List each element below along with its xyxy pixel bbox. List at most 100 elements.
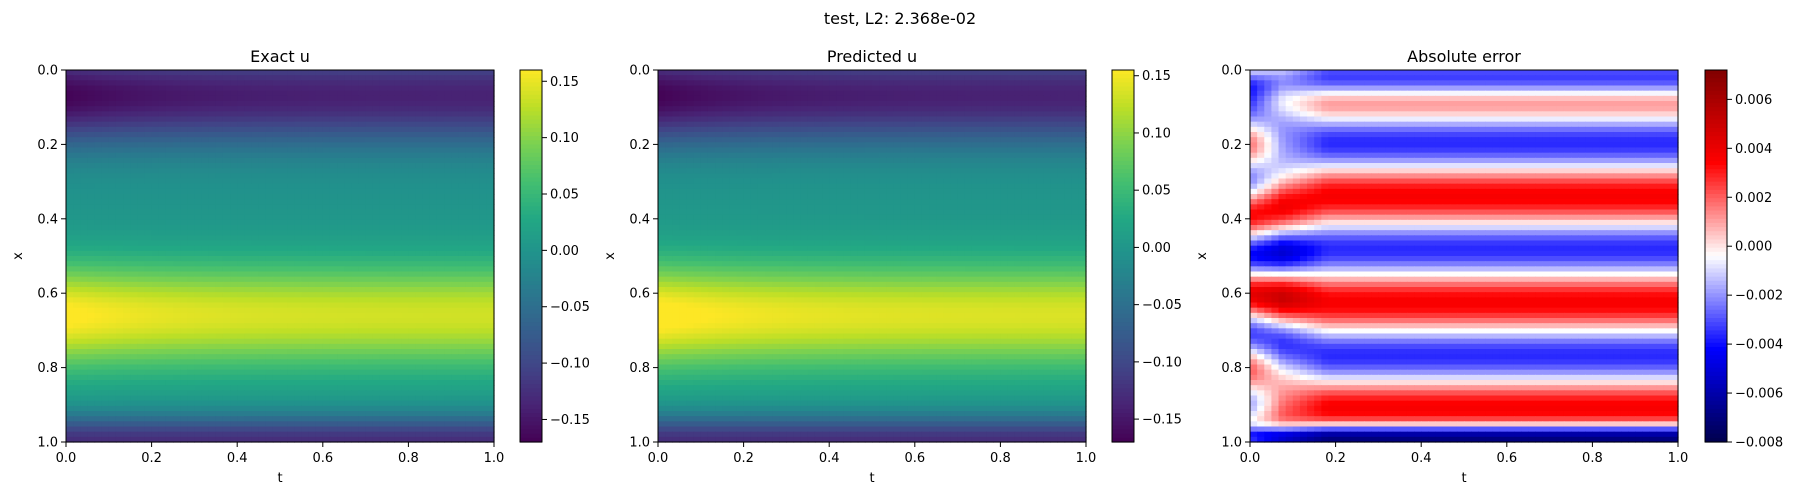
heatmap-cell: [472, 225, 481, 231]
heatmap-cell: [365, 121, 374, 128]
heatmap-cell: [722, 95, 730, 102]
heatmap-cell: [144, 380, 153, 386]
heatmap-cell: [451, 359, 459, 366]
heatmap-cell: [394, 209, 402, 216]
heatmap-cell: [173, 323, 181, 329]
heatmap-cell: [387, 436, 395, 443]
heatmap-cell: [130, 343, 138, 350]
heatmap-cell: [315, 281, 324, 288]
heatmap-cell: [486, 132, 495, 138]
heatmap-cell: [180, 157, 188, 164]
heatmap-cell: [258, 219, 267, 226]
heatmap-cell: [1000, 106, 1009, 112]
heatmap-cell: [429, 85, 438, 92]
heatmap-cell: [272, 323, 281, 329]
heatmap-cell: [315, 369, 324, 376]
heatmap-cell: [308, 405, 317, 412]
colorbar-segment: [520, 280, 542, 286]
heatmap-cell: [208, 106, 217, 112]
heatmap-cell: [101, 111, 110, 118]
heatmap-cell: [187, 157, 195, 164]
heatmap-cell: [94, 400, 103, 407]
heatmap-cell: [280, 163, 288, 169]
heatmap-cell: [151, 219, 160, 226]
heatmap-cell: [165, 245, 174, 252]
heatmap-cell: [265, 204, 274, 211]
heatmap-cell: [921, 101, 930, 107]
heatmap-cell: [672, 106, 680, 112]
heatmap-cell: [436, 312, 445, 319]
heatmap-cell: [80, 421, 88, 428]
heatmap-cell: [87, 214, 96, 221]
heatmap-cell: [429, 214, 438, 221]
heatmap-cell: [144, 436, 153, 443]
heatmap-cell: [201, 132, 210, 138]
heatmap-cell: [187, 302, 195, 309]
heatmap-cell: [472, 405, 481, 412]
heatmap-cell: [180, 95, 188, 102]
heatmap-cell: [436, 364, 445, 371]
heatmap-cell: [208, 209, 217, 216]
heatmap-cell: [222, 380, 231, 386]
heatmap-cell: [486, 219, 495, 226]
heatmap-cell: [843, 80, 852, 87]
heatmap-cell: [201, 168, 210, 174]
heatmap-cell: [265, 297, 274, 304]
heatmap-cell: [244, 173, 253, 180]
heatmap-cell: [408, 85, 417, 92]
heatmap-cell: [843, 70, 852, 76]
heatmap-cell: [308, 395, 317, 402]
heatmap-cell: [900, 85, 909, 92]
heatmap-cell: [158, 359, 167, 366]
heatmap-cell: [101, 95, 110, 102]
heatmap-cell: [301, 142, 310, 149]
heatmap-cell: [458, 395, 467, 402]
heatmap-cell: [272, 318, 281, 324]
heatmap-cell: [344, 307, 352, 314]
heatmap-cell: [108, 199, 117, 205]
heatmap-cell: [130, 385, 138, 391]
heatmap-cell: [73, 354, 81, 360]
heatmap-cell: [465, 121, 474, 128]
heatmap-cell: [201, 111, 210, 118]
heatmap-cell: [187, 318, 195, 324]
heatmap-cell: [436, 163, 445, 169]
heatmap-cell: [458, 199, 467, 205]
heatmap-cell: [372, 276, 381, 283]
heatmap-cell: [886, 106, 894, 112]
heatmap-cell: [757, 75, 766, 81]
heatmap-cell: [244, 147, 253, 154]
heatmap-cell: [329, 333, 338, 340]
heatmap-cell: [258, 235, 267, 242]
heatmap-cell: [315, 240, 324, 247]
heatmap-cell: [237, 219, 245, 226]
heatmap-cell: [408, 256, 417, 262]
heatmap-cell: [372, 116, 381, 123]
heatmap-cell: [1071, 106, 1080, 112]
heatmap-cell: [479, 230, 488, 236]
heatmap-cell: [715, 101, 723, 107]
heatmap-cell: [115, 271, 124, 278]
heatmap-cell: [458, 183, 467, 190]
heatmap-cell: [365, 349, 374, 355]
heatmap-cell: [108, 111, 117, 118]
heatmap-cell: [365, 369, 374, 376]
heatmap-cell: [94, 297, 103, 304]
heatmap-cell: [329, 271, 338, 278]
heatmap-cell: [365, 380, 374, 386]
heatmap-cell: [280, 199, 288, 205]
heatmap-cell: [372, 426, 381, 433]
heatmap-cell: [315, 101, 324, 107]
heatmap-cell: [258, 266, 267, 273]
heatmap-cell: [351, 312, 360, 319]
heatmap-cell: [379, 157, 388, 164]
heatmap-cell: [315, 276, 324, 283]
heatmap-cell: [115, 106, 124, 112]
heatmap-cell: [757, 111, 766, 118]
heatmap-cell: [351, 90, 360, 97]
heatmap-cell: [73, 338, 81, 345]
heatmap-cell: [329, 364, 338, 371]
heatmap-cell: [108, 390, 117, 397]
heatmap-cell: [415, 312, 424, 319]
heatmap-cell: [358, 209, 367, 216]
